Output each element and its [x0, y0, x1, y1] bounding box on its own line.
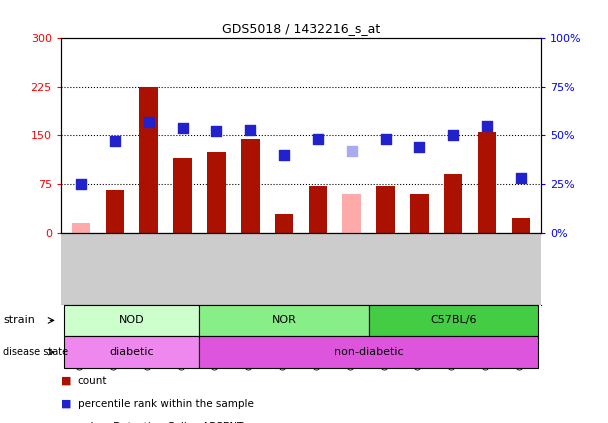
Text: disease state: disease state	[3, 347, 68, 357]
Text: C57BL/6: C57BL/6	[430, 316, 477, 325]
Bar	[368, 305, 537, 336]
Bar	[64, 305, 199, 336]
Bar	[444, 174, 463, 233]
Text: diabetic: diabetic	[109, 347, 154, 357]
Bar	[139, 87, 158, 233]
Point	[516, 175, 526, 181]
Point	[448, 132, 458, 139]
Bar	[173, 158, 192, 233]
Bar	[207, 151, 226, 233]
Text: value, Detection Call = ABSENT: value, Detection Call = ABSENT	[78, 422, 243, 423]
Point	[279, 151, 289, 158]
Title: GDS5018 / 1432216_s_at: GDS5018 / 1432216_s_at	[222, 22, 380, 36]
Bar	[511, 218, 530, 233]
Bar	[309, 186, 327, 233]
Bar	[199, 305, 368, 336]
Point	[347, 148, 356, 154]
Bar	[376, 186, 395, 233]
Point	[110, 138, 120, 145]
Text: percentile rank within the sample: percentile rank within the sample	[78, 399, 254, 409]
Point	[313, 136, 323, 143]
Point	[144, 118, 154, 125]
Bar	[72, 223, 91, 233]
Text: ■: ■	[61, 399, 71, 409]
Bar	[275, 214, 293, 233]
Text: strain: strain	[3, 316, 35, 325]
Point	[212, 128, 221, 135]
Point	[246, 126, 255, 133]
Bar	[478, 132, 496, 233]
Bar	[64, 336, 199, 368]
Point	[415, 144, 424, 151]
Bar	[199, 336, 537, 368]
Bar	[106, 190, 124, 233]
Bar	[410, 194, 429, 233]
Point	[178, 124, 187, 131]
Text: ■: ■	[61, 376, 71, 386]
Point	[482, 122, 492, 129]
Text: count: count	[78, 376, 108, 386]
Text: NOR: NOR	[272, 316, 297, 325]
Text: ■: ■	[61, 422, 71, 423]
Point	[76, 181, 86, 187]
Bar	[241, 139, 260, 233]
Bar	[342, 194, 361, 233]
Point	[381, 136, 390, 143]
Text: non-diabetic: non-diabetic	[334, 347, 404, 357]
Text: NOD: NOD	[119, 316, 145, 325]
